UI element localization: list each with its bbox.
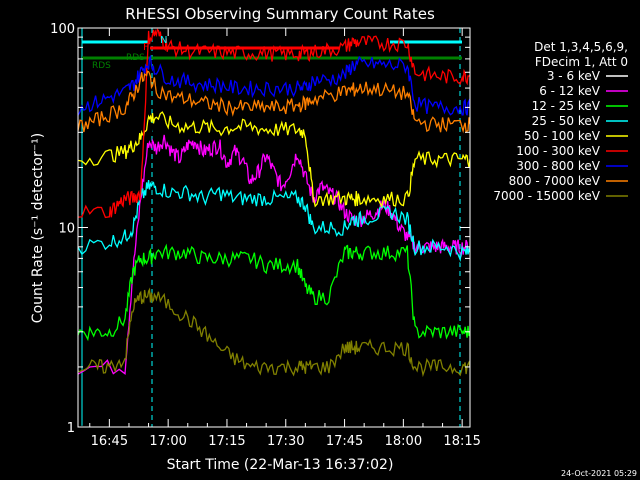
legend-label: 6 - 12 keV bbox=[539, 84, 601, 98]
x-tick-label: 17:15 bbox=[208, 434, 245, 449]
y-tick-label: 100 bbox=[50, 22, 75, 37]
chart-title: RHESSI Observing Summary Count Rates bbox=[125, 5, 435, 23]
legend-label: 3 - 6 keV bbox=[547, 69, 601, 83]
legend-label: 25 - 50 keV bbox=[532, 114, 601, 128]
legend-label: 7000 - 15000 keV bbox=[493, 189, 600, 203]
x-tick-label: 17:00 bbox=[149, 434, 186, 449]
x-tick-label: 18:15 bbox=[443, 434, 480, 449]
legend-label: 12 - 25 keV bbox=[532, 99, 601, 113]
x-tick-label: 17:45 bbox=[326, 434, 363, 449]
series-line-4 bbox=[78, 111, 470, 209]
timestamp: 24-Oct-2021 05:29 bbox=[561, 469, 637, 478]
legend-label: 800 - 7000 keV bbox=[509, 174, 601, 188]
series-line-8 bbox=[78, 287, 470, 378]
x-tick-label: 16:45 bbox=[91, 434, 128, 449]
legend-label: 100 - 300 keV bbox=[516, 144, 600, 158]
series-line-2 bbox=[78, 243, 470, 342]
x-tick-label: 17:30 bbox=[267, 434, 304, 449]
series-line-7 bbox=[78, 70, 470, 134]
legend-label: 50 - 100 keV bbox=[524, 129, 601, 143]
flag-label-night: N bbox=[160, 35, 167, 46]
y-axis-label: Count Rate (s⁻¹ detector⁻¹) bbox=[30, 133, 46, 323]
series-line-3 bbox=[78, 180, 470, 262]
series-line-5 bbox=[78, 28, 470, 219]
legend-header-line-2: FDecim 1, Att 0 bbox=[535, 55, 628, 69]
series-line-0 bbox=[78, 105, 470, 427]
series-line-6 bbox=[78, 54, 470, 116]
flag-label-rds-1: RDS bbox=[92, 61, 111, 71]
legend-label: 300 - 800 keV bbox=[516, 159, 600, 173]
flag-label-flare: F bbox=[143, 42, 149, 53]
x-tick-label: 18:00 bbox=[385, 434, 422, 449]
y-tick-label: 1 bbox=[67, 421, 75, 436]
legend-header-line-1: Det 1,3,4,5,6,9, bbox=[534, 40, 628, 54]
x-axis-label: Start Time (22-Mar-13 16:37:02) bbox=[167, 457, 394, 473]
y-tick-label: 10 bbox=[58, 222, 75, 237]
flag-label-rds-2: RDS bbox=[126, 53, 145, 63]
